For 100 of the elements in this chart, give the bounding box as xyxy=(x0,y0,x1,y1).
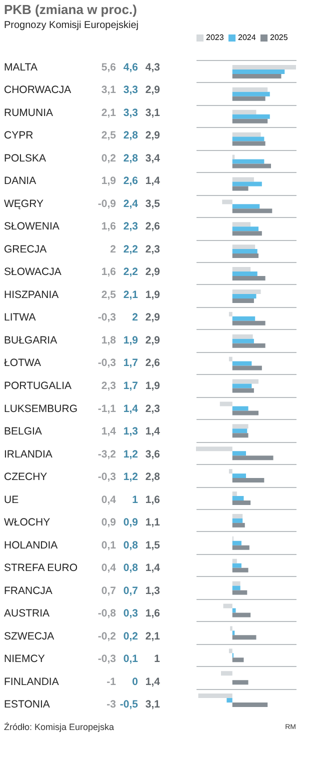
bar xyxy=(232,424,248,429)
y-tick-label: SŁOWACJA xyxy=(4,266,62,278)
bar xyxy=(232,159,264,164)
y-tick-label: BELGIA xyxy=(4,426,42,438)
bar xyxy=(232,74,282,78)
bar xyxy=(232,298,254,303)
data-label: -0,9 xyxy=(98,198,116,210)
y-tick-label: ŁOTWA xyxy=(4,357,41,370)
bar xyxy=(232,492,237,496)
bar xyxy=(232,456,274,460)
bar xyxy=(221,671,232,676)
bar xyxy=(232,110,256,114)
data-label: 0,2 xyxy=(123,630,138,642)
data-label: 0,4 xyxy=(101,494,116,506)
data-label: 1 xyxy=(132,494,138,506)
data-label: -3,2 xyxy=(98,448,116,460)
data-label: 1,4 xyxy=(123,402,138,415)
y-tick-label: WŁOCHY xyxy=(4,516,50,529)
data-label: 2,6 xyxy=(145,357,160,370)
data-label: 3,1 xyxy=(145,106,160,119)
bar xyxy=(232,267,251,272)
data-label: 1,1 xyxy=(145,516,160,529)
bar xyxy=(232,540,242,546)
data-label: 2,5 xyxy=(101,130,116,142)
bar xyxy=(232,132,261,137)
bar xyxy=(232,635,256,640)
bar xyxy=(232,182,262,186)
bar xyxy=(232,334,253,339)
y-tick-label: BUŁGARIA xyxy=(4,334,58,346)
data-label: 3,4 xyxy=(145,152,160,164)
bar xyxy=(232,406,248,411)
bar xyxy=(232,208,272,214)
y-tick-label: FRANCJA xyxy=(4,584,52,597)
bar xyxy=(228,648,232,654)
data-label: 2,3 xyxy=(145,243,160,256)
y-tick-label: FINLANDIA xyxy=(4,676,59,688)
bar xyxy=(232,244,256,250)
bar xyxy=(232,118,268,124)
bar xyxy=(232,141,266,146)
bar xyxy=(228,312,232,316)
bar xyxy=(232,451,246,456)
data-label: 0,4 xyxy=(101,562,116,574)
y-tick-label: HOLANDIA xyxy=(4,539,58,552)
data-label: 1,6 xyxy=(145,494,160,506)
data-label: -0,3 xyxy=(98,653,116,666)
bar xyxy=(196,446,232,452)
data-label: 1,6 xyxy=(101,220,116,233)
bar xyxy=(232,226,258,232)
bar xyxy=(228,356,232,362)
bar xyxy=(232,320,266,326)
bar xyxy=(232,612,251,618)
data-label: 1,4 xyxy=(145,562,160,574)
data-label: 0,9 xyxy=(101,516,116,529)
y-tick-label: SZWECJA xyxy=(4,630,54,642)
bar xyxy=(232,563,242,568)
bar xyxy=(220,402,232,406)
data-label: 2,3 xyxy=(101,380,116,392)
data-label: 0,1 xyxy=(101,539,116,552)
bar xyxy=(232,222,251,227)
data-label: 4,6 xyxy=(123,61,138,74)
bar xyxy=(232,410,258,416)
data-label: 0,8 xyxy=(123,562,138,574)
data-label: -1,1 xyxy=(98,402,116,415)
data-label: 5,6 xyxy=(101,61,116,74)
bar xyxy=(232,581,240,586)
data-label: 1,8 xyxy=(101,334,116,346)
data-label: -0,8 xyxy=(98,608,116,620)
data-label: 2,8 xyxy=(145,471,160,484)
data-label: 0,7 xyxy=(123,584,138,597)
y-tick-label: UE xyxy=(4,494,19,506)
bar xyxy=(232,558,237,564)
data-label: 0,8 xyxy=(123,539,138,552)
bar xyxy=(232,276,266,280)
data-label: 0,7 xyxy=(101,584,116,597)
data-label: -0,2 xyxy=(98,630,116,642)
y-tick-label: RUMUNIA xyxy=(4,106,53,119)
legend-label: 2025 xyxy=(270,33,288,42)
text: Źródło: Komisja Europejska xyxy=(4,722,114,732)
bar xyxy=(232,272,258,276)
data-label: 1,7 xyxy=(123,357,138,370)
bar xyxy=(232,361,252,366)
bar xyxy=(232,474,246,478)
data-label: 2,9 xyxy=(145,312,160,324)
bar xyxy=(232,338,254,344)
data-label: 2,9 xyxy=(145,84,160,96)
bar xyxy=(232,518,243,523)
data-label: 2,1 xyxy=(101,106,116,119)
data-label: 2,6 xyxy=(145,220,160,233)
bar xyxy=(226,698,232,703)
y-tick-label: MALTA xyxy=(4,61,38,74)
bar xyxy=(232,608,236,613)
data-label: 2,9 xyxy=(145,266,160,278)
data-label: 1,9 xyxy=(145,380,160,392)
bar xyxy=(232,186,248,191)
data-label: -0,3 xyxy=(98,471,116,484)
bar xyxy=(232,316,256,321)
y-tick-label: LUKSEMBURG xyxy=(4,402,78,415)
data-label: 2,3 xyxy=(123,220,138,233)
data-label: 2,2 xyxy=(123,243,138,256)
bar xyxy=(232,388,254,393)
